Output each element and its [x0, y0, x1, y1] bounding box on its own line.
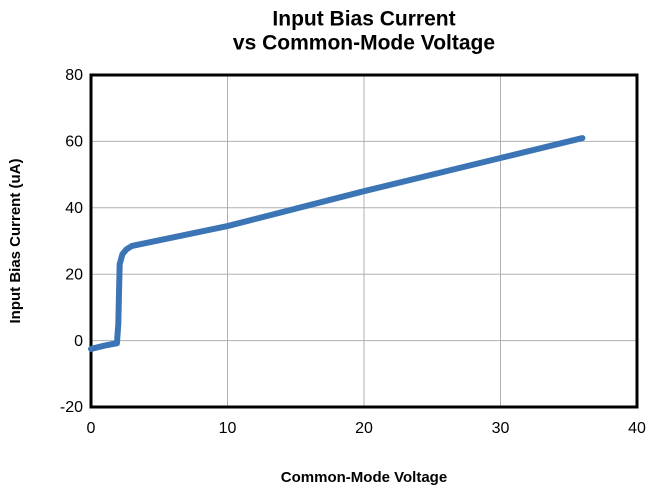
y-axis-label: Input Bias Current (uA) [7, 159, 24, 324]
x-tick-label: 10 [219, 420, 237, 437]
chart-title: Input Bias Current [272, 8, 455, 31]
x-tick-label: 20 [355, 420, 373, 437]
y-tick-label: 0 [74, 333, 83, 350]
x-tick-label: 0 [87, 420, 96, 437]
data-line [88, 135, 586, 352]
x-axis-label: Common-Mode Voltage [281, 469, 447, 486]
chart-title: vs Common-Mode Voltage [233, 32, 495, 55]
y-tick-label: 40 [65, 200, 83, 217]
y-tick-label: 80 [65, 67, 83, 84]
y-tick-label: 60 [65, 134, 83, 151]
x-tick-label: 30 [492, 420, 510, 437]
y-tick-label: 20 [65, 266, 83, 283]
plot-frame [89, 73, 639, 409]
y-tick-label: -20 [60, 399, 83, 416]
x-tick-label: 40 [628, 420, 646, 437]
